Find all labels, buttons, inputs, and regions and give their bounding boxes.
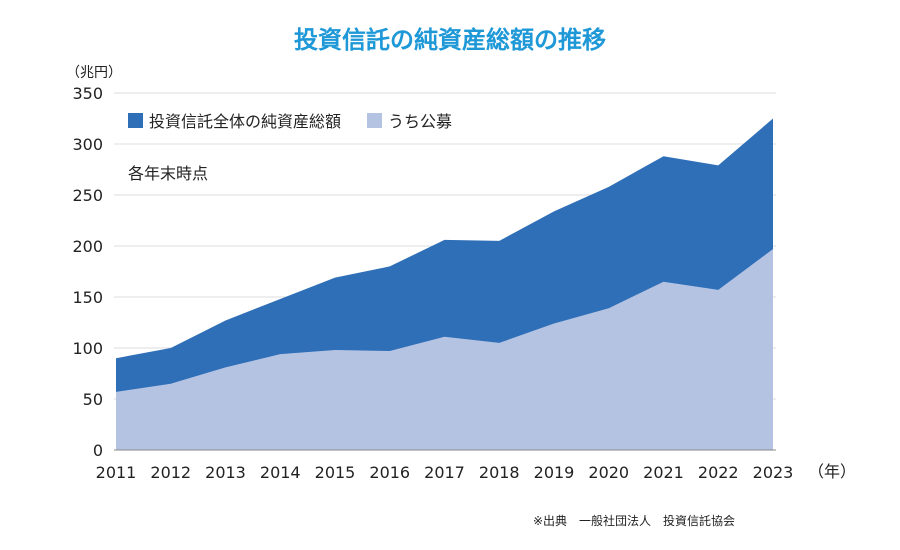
x-tick-label: 2021 [643,463,684,482]
y-tick-label: 300 [72,135,103,154]
annotation: 各年末時点 [128,164,209,183]
x-tick-label: 2011 [96,463,137,482]
x-tick-label: 2022 [698,463,739,482]
source-note: ※出典 一般社団法人 投資信託協会 [533,514,736,528]
x-tick-label: 2020 [588,463,629,482]
y-tick-label: 200 [72,237,103,256]
x-tick-label: 2018 [479,463,520,482]
y-tick-label: 350 [72,84,103,103]
y-tick-label: 50 [83,390,103,409]
y-tick-label: 150 [72,288,103,307]
legend-item-public: うち公募 [367,108,452,132]
y-tick-label: 250 [72,186,103,205]
y-axis-unit: （兆円） [66,65,122,81]
legend-swatch-total [128,112,143,128]
x-tick-label: 2019 [534,463,575,482]
x-tick-label: 2016 [369,463,410,482]
legend-label-total: 投資信託全体の純資産総額 [149,112,342,131]
x-axis-unit: （年） [808,462,856,481]
x-tick-label: 2012 [150,463,191,482]
legend: 投資信託全体の純資産総額 うち公募 [128,108,478,132]
area-series-1 [116,249,773,450]
legend-label-public: うち公募 [388,112,453,131]
chart-title: 投資信託の純資産総額の推移 [294,26,606,54]
y-tick-label: 0 [93,441,103,460]
legend-item-total: 投資信託全体の純資産総額 [128,108,341,132]
x-tick-label: 2014 [260,463,301,482]
x-tick-label: 2015 [315,463,356,482]
x-tick-label: 2023 [753,463,794,482]
x-tick-label: 2013 [205,463,246,482]
legend-swatch-public [367,112,383,128]
y-tick-label: 100 [72,339,103,358]
x-tick-label: 2017 [424,463,465,482]
